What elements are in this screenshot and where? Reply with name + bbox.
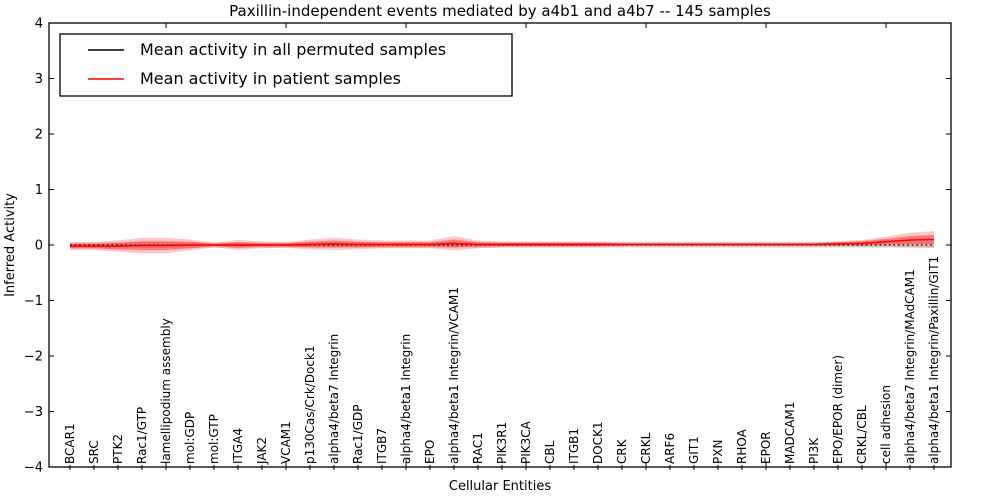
x-category-label: GIT1: [687, 436, 701, 464]
y-tick-label: 1: [35, 183, 43, 198]
x-category-label: JAK2: [255, 437, 269, 465]
x-axis-label: Cellular Entities: [449, 479, 551, 494]
x-category-label: EPO: [423, 440, 437, 464]
x-category-label: ITGB1: [567, 428, 581, 464]
band-patient-samples-spread-inner: [70, 235, 934, 250]
y-tick-label: −2: [24, 350, 43, 365]
x-category-label: PIK3R1: [495, 422, 509, 464]
x-category-label: p130Cas/Crk/Dock1: [303, 345, 317, 464]
legend-label-permuted-samples: Mean activity in all permuted samples: [140, 40, 446, 59]
x-category-label: CRKL: [639, 432, 653, 464]
x-category-label: alpha4/beta1 Integrin/Paxillin/GIT1: [927, 256, 941, 464]
x-category-label: ITGB7: [375, 428, 389, 464]
x-category-label: PXN: [711, 440, 725, 464]
chart-title: Paxillin-independent events mediated by …: [229, 2, 771, 20]
x-category-label: alpha4/beta7 Integrin/MAdCAM1: [903, 269, 917, 464]
x-category-label: DOCK1: [591, 421, 605, 464]
x-category-label: BCAR1: [63, 423, 77, 464]
y-tick-label: 0: [35, 239, 43, 254]
x-category-label: ITGA4: [231, 428, 245, 464]
x-category-label: CRKL/CBL: [855, 405, 869, 464]
series-line-patient: [70, 238, 935, 247]
x-category-label: PI3K: [807, 437, 821, 464]
y-tick-label: 3: [35, 72, 43, 87]
y-tick-label: 4: [35, 17, 43, 32]
x-category-label: alpha4/beta1 Integrin/VCAM1: [447, 287, 461, 464]
x-category-label: EPO/EPOR (dimer): [831, 355, 845, 464]
x-category-label: CBL: [543, 440, 557, 464]
x-category-label: MADCAM1: [783, 402, 797, 464]
x-category-label: PTK2: [111, 434, 125, 464]
y-tick-label: 2: [35, 128, 43, 143]
x-category-label: mol:GTP: [207, 414, 221, 464]
x-category-label: lamellipodium assembly: [159, 318, 173, 464]
x-category-label: VCAM1: [279, 421, 293, 464]
legend-label-patient-samples: Mean activity in patient samples: [140, 69, 401, 88]
x-category-label: mol:GDP: [183, 412, 197, 464]
x-category-label: ARF6: [663, 433, 677, 464]
y-tick-label: −3: [24, 405, 43, 420]
x-category-label: PIK3CA: [519, 420, 533, 464]
x-category-label: EPOR: [759, 431, 773, 464]
x-category-label: alpha4/beta1 Integrin: [399, 334, 413, 464]
legend-box: [59, 33, 513, 97]
x-category-label: alpha4/beta7 Integrin: [327, 334, 341, 464]
plot-area: 4 3 2 1 0 −1 −2 −3 −4 BCAR1 SRC PTK2 Rac1/GTP lamelli…: [24, 17, 952, 476]
x-category-label: Rac1/GDP: [351, 405, 365, 464]
band-patient-samples-spread-outer: [70, 231, 934, 254]
y-tick-label: −4: [24, 461, 43, 476]
x-category-label: RAC1: [471, 432, 485, 464]
y-axis-label: Inferred Activity: [3, 193, 18, 297]
x-category-label: RHOA: [735, 428, 749, 464]
x-category-label: Rac1/GTP: [135, 407, 149, 464]
y-tick-label: −1: [24, 294, 43, 309]
x-category-label: SRC: [87, 440, 101, 464]
x-category-label: cell adhesion: [879, 385, 893, 464]
legend: Mean activity in all permuted samples Me…: [59, 33, 513, 97]
x-category-label: CRK: [615, 438, 629, 464]
